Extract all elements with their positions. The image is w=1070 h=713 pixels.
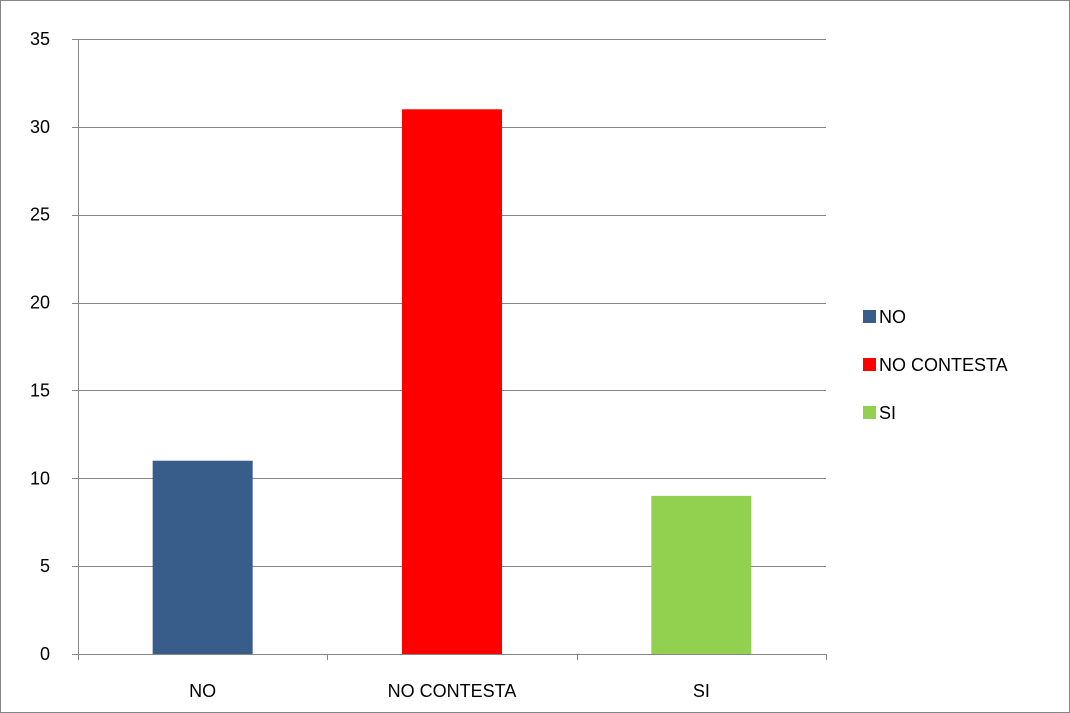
x-tick-label: NO CONTESTA (388, 681, 517, 701)
y-tick-label: 5 (40, 556, 50, 576)
y-tick-label: 15 (30, 380, 50, 400)
y-tick-label: 30 (30, 117, 50, 137)
axes (72, 39, 827, 660)
y-tick-label: 20 (30, 293, 50, 313)
x-tick-label: NO (189, 681, 216, 701)
x-tick-labels: NO NO CONTESTA SI (189, 681, 710, 701)
bars (152, 109, 752, 655)
y-tick-labels: 0 5 10 15 20 25 30 35 (30, 29, 50, 664)
y-tick-label: 25 (30, 205, 50, 225)
legend-swatch (863, 310, 876, 323)
y-tick-label: 10 (30, 468, 50, 488)
legend-label: NO (879, 307, 906, 327)
bar-si (651, 495, 752, 654)
y-tick-label: 35 (30, 29, 50, 49)
legend-label: NO CONTESTA (879, 355, 1008, 375)
legend: NO NO CONTESTA SI (863, 307, 1008, 423)
bar-no-contesta (402, 109, 502, 655)
legend-swatch (863, 406, 876, 419)
legend-swatch (863, 358, 876, 371)
bar-no (152, 460, 253, 654)
legend-label: SI (879, 403, 896, 423)
x-tick-label: SI (693, 681, 710, 701)
y-tick-label: 0 (40, 644, 50, 664)
